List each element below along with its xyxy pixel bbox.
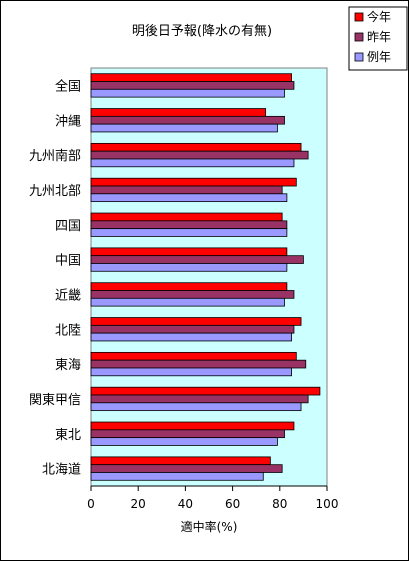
bar-2-11 (90, 429, 285, 439)
category-label: 九州北部 (29, 184, 81, 199)
bar-1-1 (90, 73, 293, 82)
bar-2-1 (90, 81, 295, 90)
category-label: 東北 (55, 427, 81, 443)
bar-2-6 (90, 255, 304, 264)
x-axis-label: 適中率(%) (181, 519, 238, 534)
bar-3-7 (90, 297, 285, 307)
category-label: 北海道 (42, 463, 81, 478)
bar-3-9 (90, 367, 293, 377)
plot-area (90, 67, 328, 487)
x-tick-label: 100 (316, 497, 339, 511)
category-label: 近畿 (55, 288, 81, 303)
bar-3-10 (90, 402, 302, 412)
bar-1-5 (90, 212, 283, 222)
x-tick-label: 0 (87, 497, 95, 511)
bar-3-1 (90, 88, 285, 98)
legend-label: 今年 (367, 9, 391, 24)
bar-1-11 (90, 421, 295, 431)
bar-1-2 (90, 108, 267, 117)
bar-2-5 (90, 220, 288, 230)
bar-2-2 (90, 115, 285, 125)
bar-3-11 (90, 437, 278, 446)
category-label: 全国 (55, 78, 81, 94)
category-label: 四国 (55, 219, 81, 234)
legend-swatch (354, 12, 364, 22)
x-axis: 0 20 40 60 80 100 (87, 485, 339, 511)
category-label: 北陸 (55, 322, 81, 338)
bar-3-3 (90, 158, 295, 168)
category-label: 関東甲信 (29, 392, 81, 408)
x-tick-label: 80 (272, 497, 287, 511)
category-label: 九州南部 (29, 148, 81, 164)
bar-3-12 (90, 472, 264, 481)
legend-label: 例年 (367, 50, 391, 64)
bar-1-9 (90, 351, 297, 361)
bar-2-4 (90, 185, 283, 195)
x-tick-label: 60 (225, 497, 240, 511)
bar-1-10 (90, 386, 321, 396)
category-label: 東海 (55, 357, 81, 373)
bar-1-3 (90, 142, 302, 152)
bars (90, 73, 321, 481)
bar-2-12 (90, 464, 283, 473)
bar-1-12 (90, 456, 271, 466)
bar-1-6 (90, 247, 288, 257)
bar-1-4 (90, 177, 297, 187)
legend-swatch (354, 52, 364, 62)
bar-3-4 (90, 193, 288, 203)
chart-title: 明後日予報(降水の有無) (132, 24, 272, 39)
x-tick-label: 20 (131, 497, 146, 511)
legend-label: 昨年 (367, 30, 391, 44)
bar-2-8 (90, 324, 295, 334)
bar-2-3 (90, 150, 309, 160)
category-label: 沖縄 (55, 114, 81, 129)
x-tick-label: 40 (178, 497, 193, 511)
bar-3-5 (90, 228, 288, 237)
legend-swatch (354, 32, 364, 42)
bar-3-8 (90, 332, 293, 342)
bar-1-8 (90, 317, 302, 326)
bar-2-7 (90, 290, 295, 299)
bar-1-7 (90, 282, 288, 291)
category-label: 中国 (55, 254, 81, 269)
bar-2-9 (90, 359, 307, 369)
bar-3-2 (90, 123, 278, 133)
bar-3-6 (90, 263, 288, 272)
bar-2-10 (90, 394, 309, 404)
